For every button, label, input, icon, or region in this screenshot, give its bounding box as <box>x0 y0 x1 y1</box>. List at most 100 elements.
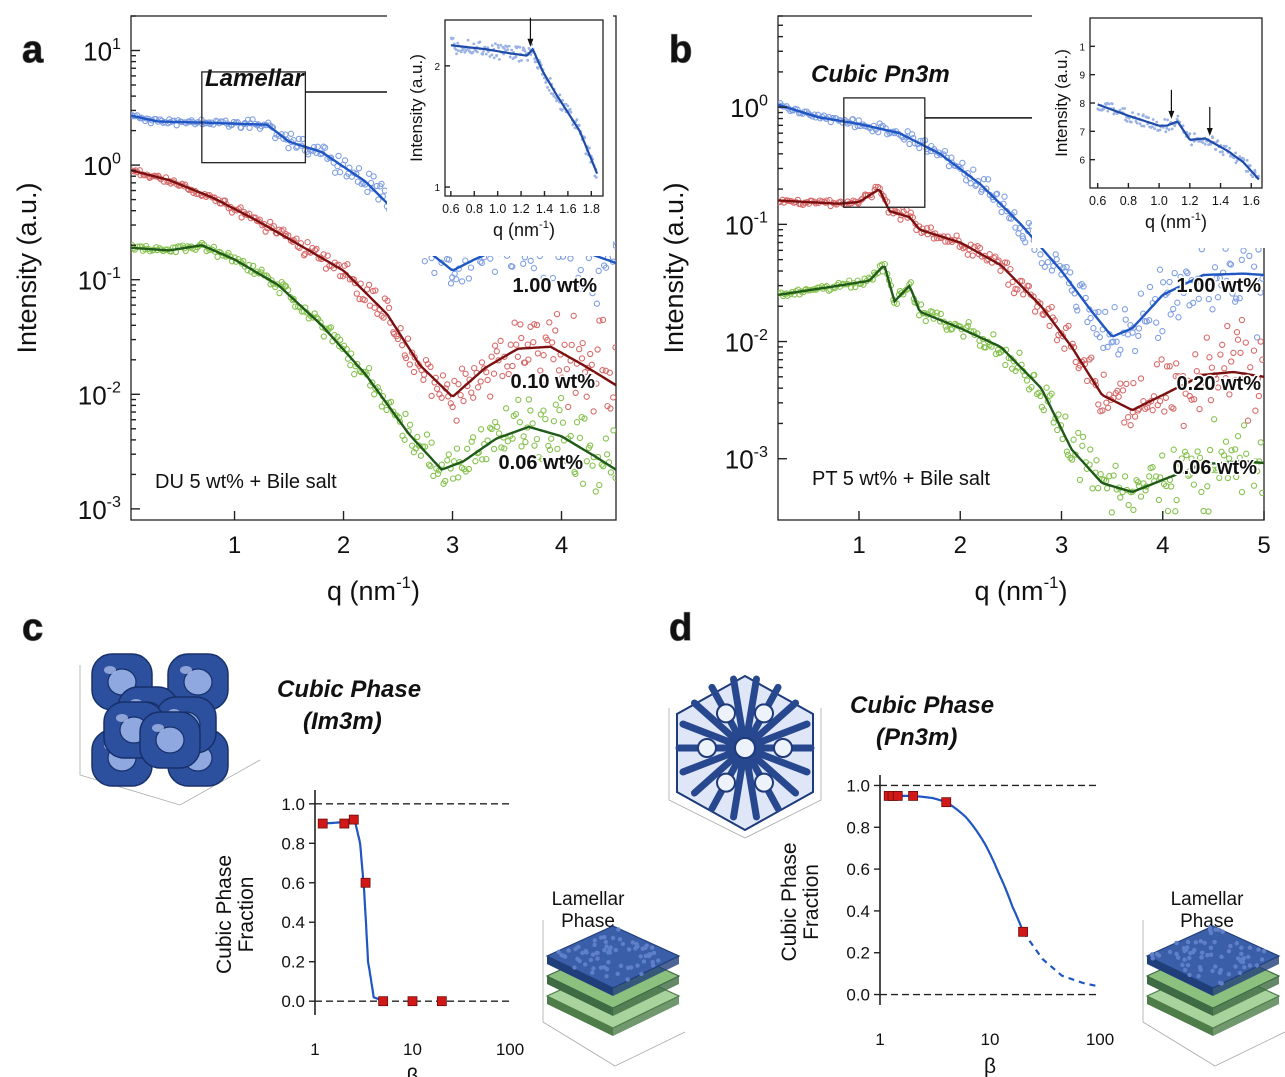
data-point <box>518 443 525 450</box>
data-point <box>468 389 475 396</box>
data-point <box>1208 364 1216 371</box>
data-point <box>439 372 447 379</box>
lamellar-headgroup <box>556 949 561 955</box>
data-point <box>457 391 464 399</box>
zoom-box <box>843 97 926 208</box>
data-point <box>964 251 971 258</box>
data-point <box>1137 493 1145 500</box>
inset-data-point <box>476 50 479 54</box>
data-point <box>610 394 616 401</box>
data-point <box>1038 403 1046 411</box>
illustration-axes <box>1142 920 1285 1067</box>
data-point <box>442 477 449 485</box>
data-point <box>431 269 438 277</box>
data-point <box>304 239 311 246</box>
x-axis-label-sup: -1 <box>396 573 411 592</box>
inset-data-point <box>547 88 551 92</box>
data-point <box>1188 396 1195 403</box>
data-point <box>421 371 428 378</box>
data-point <box>477 258 484 265</box>
lamellar-layer-side <box>613 976 679 1016</box>
y-axis-label-line2: Fraction <box>235 877 258 953</box>
lamellar-headgroup <box>604 974 609 979</box>
inset-data-point <box>1251 175 1255 179</box>
inset-data-point <box>514 55 518 59</box>
data-point <box>470 394 477 401</box>
x-tick-label: 100 <box>1086 1030 1114 1049</box>
data-point <box>1207 283 1214 291</box>
data-point <box>505 370 512 378</box>
data-point <box>1171 269 1178 277</box>
inset-data-point <box>1246 170 1250 173</box>
data-point <box>1223 277 1230 285</box>
data-point <box>525 356 532 363</box>
data-point <box>1130 379 1137 387</box>
data-point <box>997 349 1004 356</box>
data-point <box>1189 299 1197 307</box>
data-point <box>1001 193 1008 200</box>
data-point <box>1234 336 1242 343</box>
data-point <box>438 394 445 401</box>
lamellar-headgroup <box>1185 945 1190 950</box>
inset-data-point <box>594 176 598 179</box>
x-axis-label-a: q (nm <box>975 576 1044 606</box>
data-point <box>1154 334 1162 342</box>
data-point <box>375 196 382 203</box>
inset-y-tick-label: 1 <box>1079 42 1085 53</box>
inset-data-point <box>1127 116 1131 120</box>
y-tick-label-exp: -1 <box>107 264 121 282</box>
data-point <box>980 176 988 183</box>
inset-data-point <box>487 50 490 53</box>
inset-data-point <box>472 42 476 46</box>
data-point <box>1198 488 1205 496</box>
data-point <box>1037 392 1044 400</box>
lamellar-headgroup <box>648 952 653 957</box>
inset-data-point <box>456 41 460 45</box>
inset-x-tick-label: 1.8 <box>583 202 600 216</box>
lamellar-layer-side <box>1147 956 1213 996</box>
inset-data-point <box>496 43 500 47</box>
data-point <box>348 173 356 180</box>
data-point <box>587 442 594 449</box>
lamellar-headgroup <box>1219 954 1224 959</box>
lamellar-headgroup <box>629 965 634 970</box>
data-point <box>1112 462 1119 469</box>
data-point <box>458 278 466 285</box>
inset-data-point <box>1188 132 1192 136</box>
data-point <box>467 264 475 271</box>
data-point <box>495 430 503 437</box>
data-point <box>917 301 925 308</box>
inset-data-point <box>1141 113 1145 117</box>
inset-data-point <box>492 56 496 60</box>
data-point <box>1240 422 1248 429</box>
inset-data-point <box>526 58 530 62</box>
data-point <box>1170 446 1177 453</box>
data-point <box>1167 483 1175 490</box>
data-point <box>1191 396 1198 403</box>
data-point <box>579 480 587 487</box>
lamellar-headgroup <box>613 947 618 953</box>
data-point <box>469 434 477 441</box>
data-point <box>1222 438 1230 445</box>
data-point <box>553 310 561 318</box>
data-point <box>1088 354 1095 361</box>
data-point <box>1203 334 1210 341</box>
inset-plot-area <box>449 36 599 179</box>
data-point <box>483 369 490 376</box>
data-point <box>484 376 491 384</box>
lamellar-headgroup <box>1198 967 1203 972</box>
data-point <box>399 342 406 349</box>
inset-data-point <box>498 58 501 61</box>
lamellar-headgroup <box>618 963 624 968</box>
data-point <box>573 419 581 426</box>
data-point <box>521 359 529 366</box>
data-point <box>1115 393 1122 400</box>
lamellar-headgroup <box>1193 940 1199 945</box>
y-axis-label: Cubic Phase Fraction <box>213 855 258 974</box>
data-point <box>1063 448 1071 455</box>
lamellar-headgroup <box>626 947 632 952</box>
data-point <box>283 136 290 143</box>
y-tick-label-exp: 1 <box>112 35 121 53</box>
data-point <box>515 396 522 404</box>
data-point <box>488 425 495 433</box>
